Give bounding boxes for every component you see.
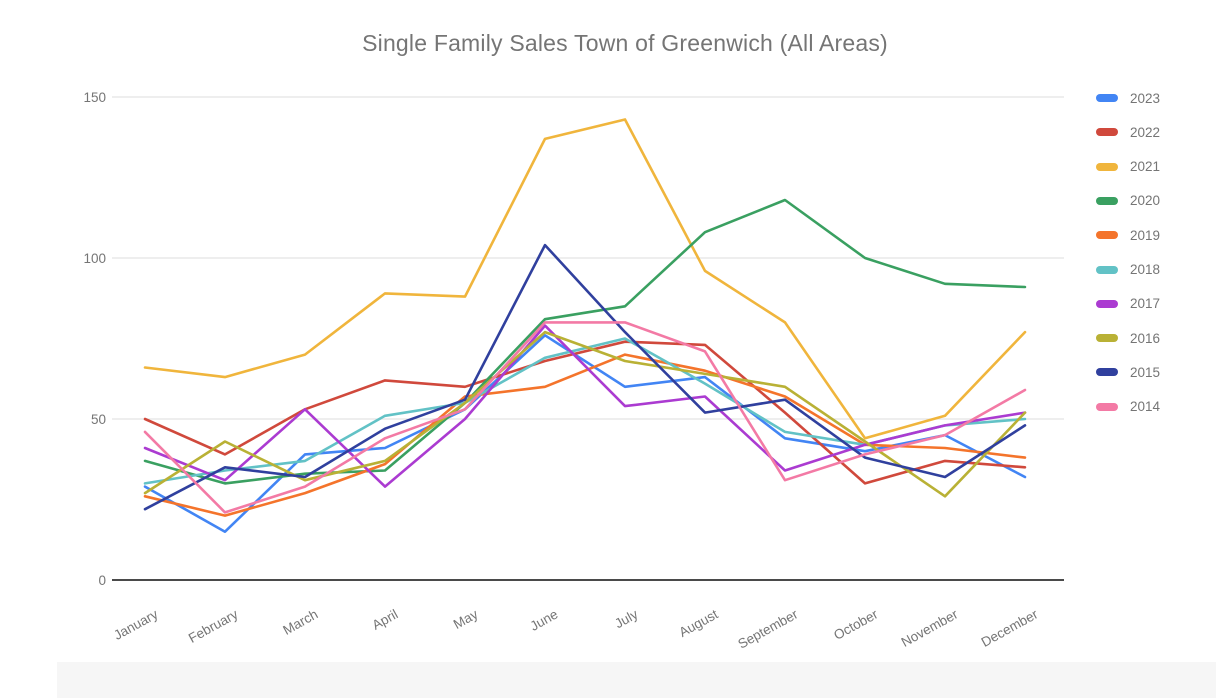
legend-row-2021: 2021 bbox=[1096, 159, 1160, 175]
x-tick-label: March bbox=[280, 607, 320, 638]
x-tick-label: October bbox=[831, 606, 881, 643]
legend-row-2015: 2015 bbox=[1096, 364, 1160, 380]
legend-row-2022: 2022 bbox=[1096, 124, 1160, 140]
legend-swatch-2016 bbox=[1096, 334, 1118, 343]
chart-line-2022 bbox=[143, 340, 1027, 485]
chart-line-2017 bbox=[143, 324, 1027, 488]
chart-title: Single Family Sales Town of Greenwich (A… bbox=[362, 30, 888, 56]
legend-label-2019: 2019 bbox=[1130, 227, 1161, 243]
x-tick-label: November bbox=[899, 606, 961, 650]
legend-swatch-2021 bbox=[1096, 162, 1118, 171]
legend-swatch-2023 bbox=[1096, 94, 1118, 102]
page-bottom-band bbox=[57, 662, 1216, 698]
legend-label-2021: 2021 bbox=[1130, 159, 1161, 175]
legend-label-2022: 2022 bbox=[1130, 124, 1161, 140]
legend-swatch-2020 bbox=[1096, 196, 1118, 205]
chart-line-2021 bbox=[143, 118, 1027, 440]
legend-row-2023: 2023 bbox=[1096, 90, 1160, 106]
legend-swatch-2018 bbox=[1096, 265, 1118, 274]
legend-swatch-2014 bbox=[1096, 402, 1118, 411]
legend-label-2014: 2014 bbox=[1130, 399, 1161, 415]
legend-label-2020: 2020 bbox=[1130, 193, 1161, 209]
legend-swatch-2019 bbox=[1096, 231, 1118, 240]
legend-row-2014: 2014 bbox=[1096, 399, 1160, 415]
y-tick-label: 100 bbox=[83, 251, 106, 266]
chart-line-2023 bbox=[143, 333, 1027, 534]
legend-label-2023: 2023 bbox=[1130, 90, 1161, 106]
legend-swatch-2022 bbox=[1096, 128, 1118, 137]
y-tick-label: 150 bbox=[83, 90, 106, 105]
x-tick-label: January bbox=[111, 606, 160, 643]
y-tick-label: 50 bbox=[91, 412, 106, 427]
x-tick-label: June bbox=[528, 607, 561, 634]
chart-line-2015 bbox=[143, 243, 1027, 511]
x-tick-label: September bbox=[735, 606, 800, 651]
chart-line-2016 bbox=[143, 330, 1027, 498]
legend-row-2020: 2020 bbox=[1096, 193, 1160, 209]
x-tick-label: May bbox=[451, 606, 481, 632]
x-tick-label: December bbox=[979, 606, 1041, 650]
chart-line-2019 bbox=[143, 353, 1027, 517]
legend-swatch-2017 bbox=[1096, 299, 1118, 308]
legend-swatch-2015 bbox=[1096, 368, 1118, 377]
legend-label-2016: 2016 bbox=[1130, 330, 1161, 346]
legend-row-2017: 2017 bbox=[1096, 296, 1160, 312]
legend-label-2018: 2018 bbox=[1130, 262, 1161, 277]
legend-label-2015: 2015 bbox=[1130, 364, 1161, 380]
chart-line-2020 bbox=[143, 198, 1027, 485]
legend-label-2017: 2017 bbox=[1130, 296, 1161, 312]
legend-row-2018: 2018 bbox=[1096, 262, 1160, 278]
x-tick-label: February bbox=[186, 606, 241, 645]
x-tick-label: April bbox=[370, 607, 401, 633]
x-tick-label: August bbox=[676, 606, 720, 640]
legend-row-2019: 2019 bbox=[1096, 227, 1160, 243]
chart-line-2014 bbox=[143, 321, 1027, 514]
y-tick-label: 0 bbox=[98, 573, 106, 588]
x-tick-label: July bbox=[612, 606, 640, 631]
legend-row-2016: 2016 bbox=[1096, 330, 1160, 346]
